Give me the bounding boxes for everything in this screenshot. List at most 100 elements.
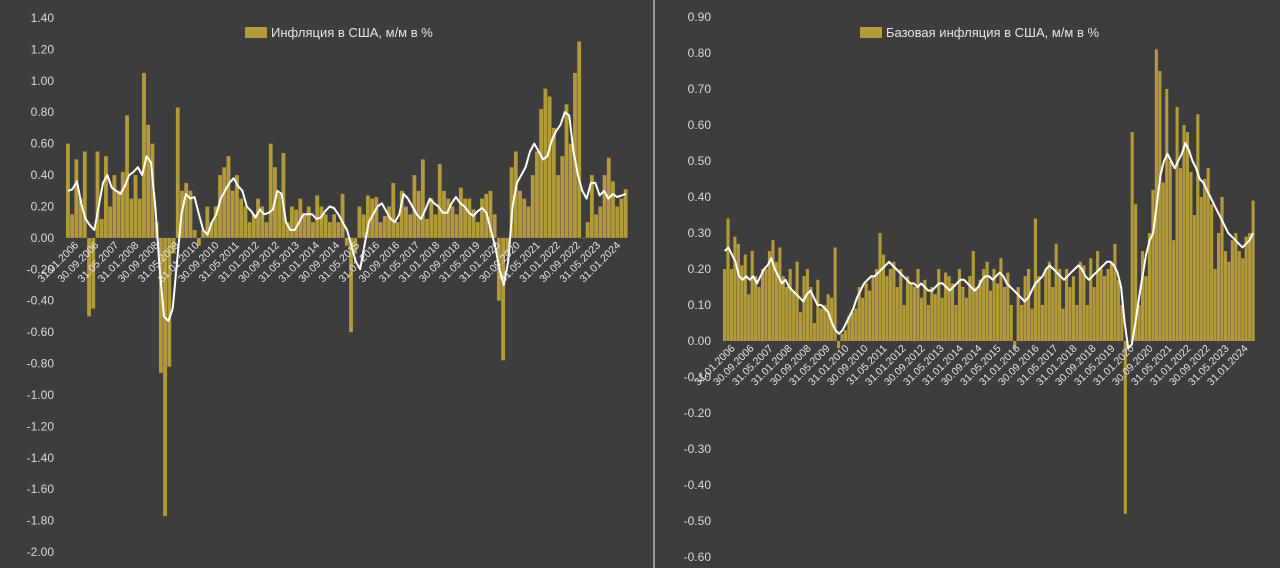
- bar: [125, 115, 129, 238]
- bar: [933, 294, 937, 341]
- bar: [1085, 305, 1089, 341]
- bar: [366, 195, 370, 238]
- bar: [995, 283, 1000, 341]
- bar: [120, 171, 125, 238]
- bar: [854, 308, 858, 341]
- bar: [754, 276, 758, 341]
- bar: [95, 151, 100, 238]
- bar: [129, 198, 134, 238]
- bar: [799, 312, 803, 341]
- y-tick-label: 0.90: [688, 10, 712, 24]
- bar: [1182, 125, 1186, 341]
- bar: [311, 222, 315, 238]
- bar: [878, 233, 882, 341]
- bar: [1227, 261, 1231, 341]
- bar: [1065, 269, 1069, 341]
- bar: [1127, 341, 1131, 342]
- y-tick-label: -2.00: [27, 545, 55, 559]
- x-axis-labels: 31.01.200630.09.200631.05.200731.01.2008…: [36, 239, 624, 285]
- bar: [327, 222, 332, 238]
- bar: [788, 269, 792, 341]
- bar: [218, 175, 222, 238]
- bar: [82, 151, 87, 238]
- bar: [740, 265, 744, 341]
- bar: [1044, 269, 1048, 341]
- bar: [594, 214, 598, 238]
- bar: [560, 156, 565, 238]
- bar: [916, 269, 920, 341]
- bar: [767, 251, 772, 341]
- y-tick-label: -0.60: [27, 325, 55, 339]
- bar: [757, 287, 761, 341]
- bar: [771, 240, 775, 341]
- bar: [923, 279, 927, 341]
- bar: [1175, 107, 1179, 341]
- bar: [623, 189, 628, 238]
- bar: [875, 269, 879, 341]
- bar: [850, 312, 854, 341]
- bar: [454, 214, 459, 238]
- bar: [747, 294, 751, 341]
- bar: [433, 214, 438, 238]
- bar: [1223, 251, 1228, 341]
- bar: [378, 222, 383, 238]
- bar: [906, 276, 910, 341]
- bar: [888, 269, 892, 341]
- bar: [530, 175, 535, 238]
- bar: [522, 198, 527, 238]
- bar: [137, 198, 142, 238]
- bar: [1220, 197, 1224, 341]
- bar: [268, 143, 273, 238]
- bar: [968, 276, 972, 341]
- bar: [930, 287, 934, 341]
- bar: [1109, 261, 1114, 341]
- legend-label: Инфляция в США, м/м в %: [271, 25, 433, 40]
- bar: [1137, 305, 1141, 341]
- bar: [816, 279, 820, 341]
- bar: [1244, 236, 1248, 341]
- bar: [1113, 243, 1117, 341]
- bar: [1099, 269, 1103, 341]
- bar: [1051, 287, 1055, 341]
- bar: [1054, 243, 1058, 341]
- bar: [361, 214, 366, 238]
- bar: [239, 198, 244, 238]
- bar: [1151, 189, 1155, 341]
- legend-label: Базовая инфляция в США, м/м в %: [886, 25, 1099, 40]
- bar: [819, 308, 823, 341]
- bar: [1203, 179, 1207, 341]
- bar: [1237, 251, 1241, 341]
- bar: [585, 222, 590, 238]
- bar: [70, 214, 75, 238]
- y-tick-label: -0.40: [27, 294, 55, 308]
- y-tick-label: -0.40: [684, 478, 712, 492]
- bar: [281, 153, 286, 238]
- bar: [104, 156, 108, 238]
- y-tick-label: 0.30: [688, 226, 712, 240]
- bar: [289, 206, 294, 238]
- bar: [577, 41, 582, 238]
- bar: [1096, 251, 1100, 341]
- bar: [425, 219, 429, 238]
- bar: [1192, 215, 1196, 341]
- bar: [99, 219, 104, 238]
- bar: [778, 247, 782, 341]
- bar: [133, 175, 138, 238]
- x-axis-labels: 31.01.200630.09.200631.05.200731.01.2008…: [692, 343, 1251, 389]
- bar: [899, 269, 903, 341]
- bar: [847, 315, 851, 341]
- bar: [1130, 132, 1134, 341]
- bar: [1020, 305, 1024, 341]
- bar: [743, 254, 747, 341]
- bar: [213, 206, 218, 238]
- y-tick-label: 1.20: [31, 42, 55, 56]
- bar: [416, 190, 421, 238]
- bar: [881, 254, 886, 341]
- bar: [251, 214, 256, 238]
- bar: [112, 175, 117, 238]
- bar: [1016, 287, 1020, 341]
- bar: [306, 206, 311, 238]
- y-tick-label: 1.40: [31, 11, 55, 25]
- bar: [805, 269, 810, 341]
- bar: [302, 214, 307, 238]
